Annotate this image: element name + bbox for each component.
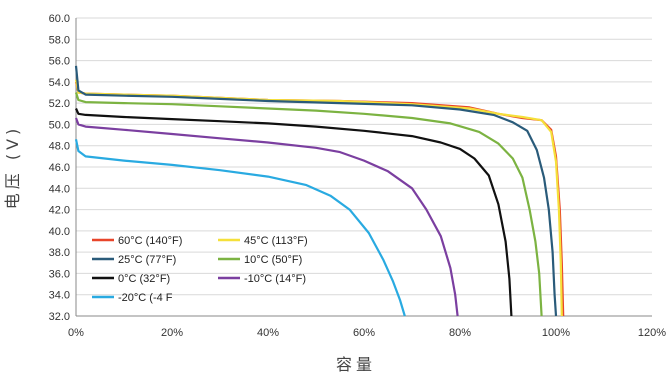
legend-label: 25°C (77°F): [118, 254, 176, 266]
y-tick-label: 34.0: [49, 290, 70, 302]
y-tick-label: 40.0: [49, 226, 70, 238]
x-tick-label: 60%: [353, 327, 375, 339]
legend-label: 60°C (140°F): [118, 235, 182, 247]
y-tick-label: 32.0: [49, 311, 70, 323]
y-tick-label: 54.0: [49, 77, 70, 89]
x-tick-label: 100%: [542, 327, 570, 339]
y-tick-labels: 60.0 58.0 56.0 54.0 52.0 50.0 48.0 46.0 44.0 42.0…: [49, 13, 70, 323]
x-tick-label: 20%: [161, 327, 183, 339]
series-line-3: [74, 92, 543, 317]
legend-label: -10°C (14°F): [244, 273, 306, 285]
x-axis-title: 容量: [336, 355, 376, 374]
x-tick-label: 80%: [449, 327, 471, 339]
y-tick-label: 60.0: [49, 13, 70, 25]
y-axis-title: 电压 (V): [3, 125, 22, 210]
y-tick-label: 42.0: [49, 205, 70, 217]
legend-label: -20°C (-4 F: [118, 292, 173, 304]
x-tick-label: 40%: [257, 327, 279, 339]
y-tick-label: 36.0: [49, 268, 70, 280]
legend: 60°C (140°F) 45°C (113°F) 25°C (77°F) 10°C …: [92, 235, 308, 304]
x-tick-label: 120%: [638, 327, 666, 339]
y-tick-label: 44.0: [49, 183, 70, 195]
y-tick-label: 56.0: [49, 56, 70, 68]
series-line-2: [74, 65, 558, 317]
y-tick-label: 46.0: [49, 162, 70, 174]
legend-label: 45°C (113°F): [244, 235, 308, 247]
y-tick-label: 58.0: [49, 34, 70, 46]
series-lines: [74, 65, 565, 317]
legend-label: 10°C (50°F): [244, 254, 302, 266]
y-tick-label: 38.0: [49, 247, 70, 259]
y-tick-label: 48.0: [49, 141, 70, 153]
legend-label: 0°C (32°F): [118, 273, 170, 285]
series-line-4: [74, 108, 513, 317]
y-tick-label: 52.0: [49, 98, 70, 110]
x-tick-labels: 0% 20% 40% 60% 80% 100% 120%: [68, 327, 666, 339]
x-tick-label: 0%: [68, 327, 84, 339]
y-tick-label: 50.0: [49, 119, 70, 131]
series-line-5: [74, 117, 459, 317]
series-line-6: [74, 139, 406, 317]
